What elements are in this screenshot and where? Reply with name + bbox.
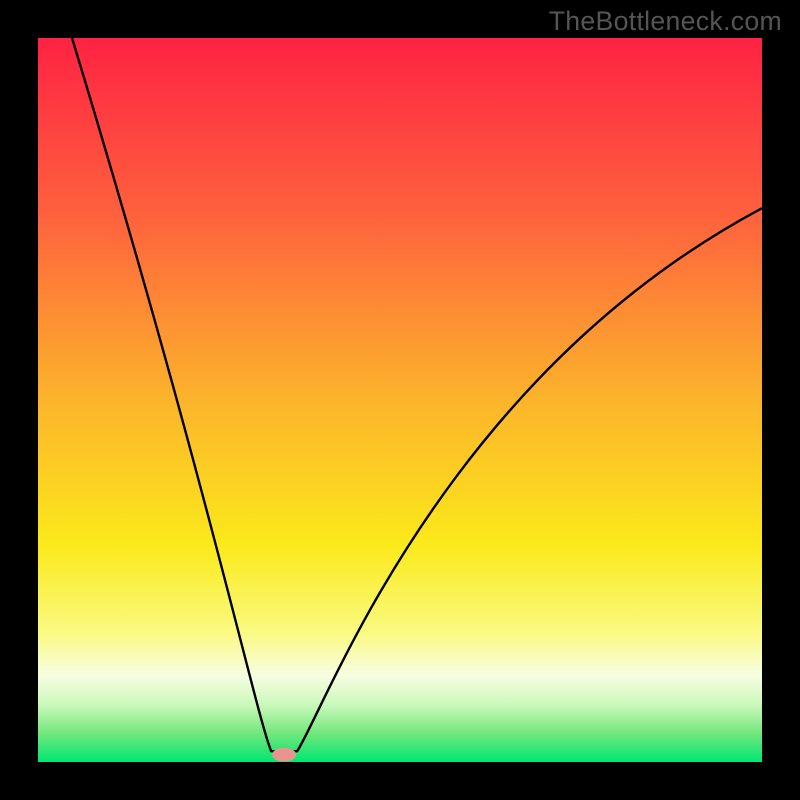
watermark-text: TheBottleneck.com [549, 6, 782, 37]
plot-background [38, 38, 762, 762]
optimum-marker [272, 748, 296, 762]
chart-frame: TheBottleneck.com [0, 0, 800, 800]
chart-svg [0, 0, 800, 800]
